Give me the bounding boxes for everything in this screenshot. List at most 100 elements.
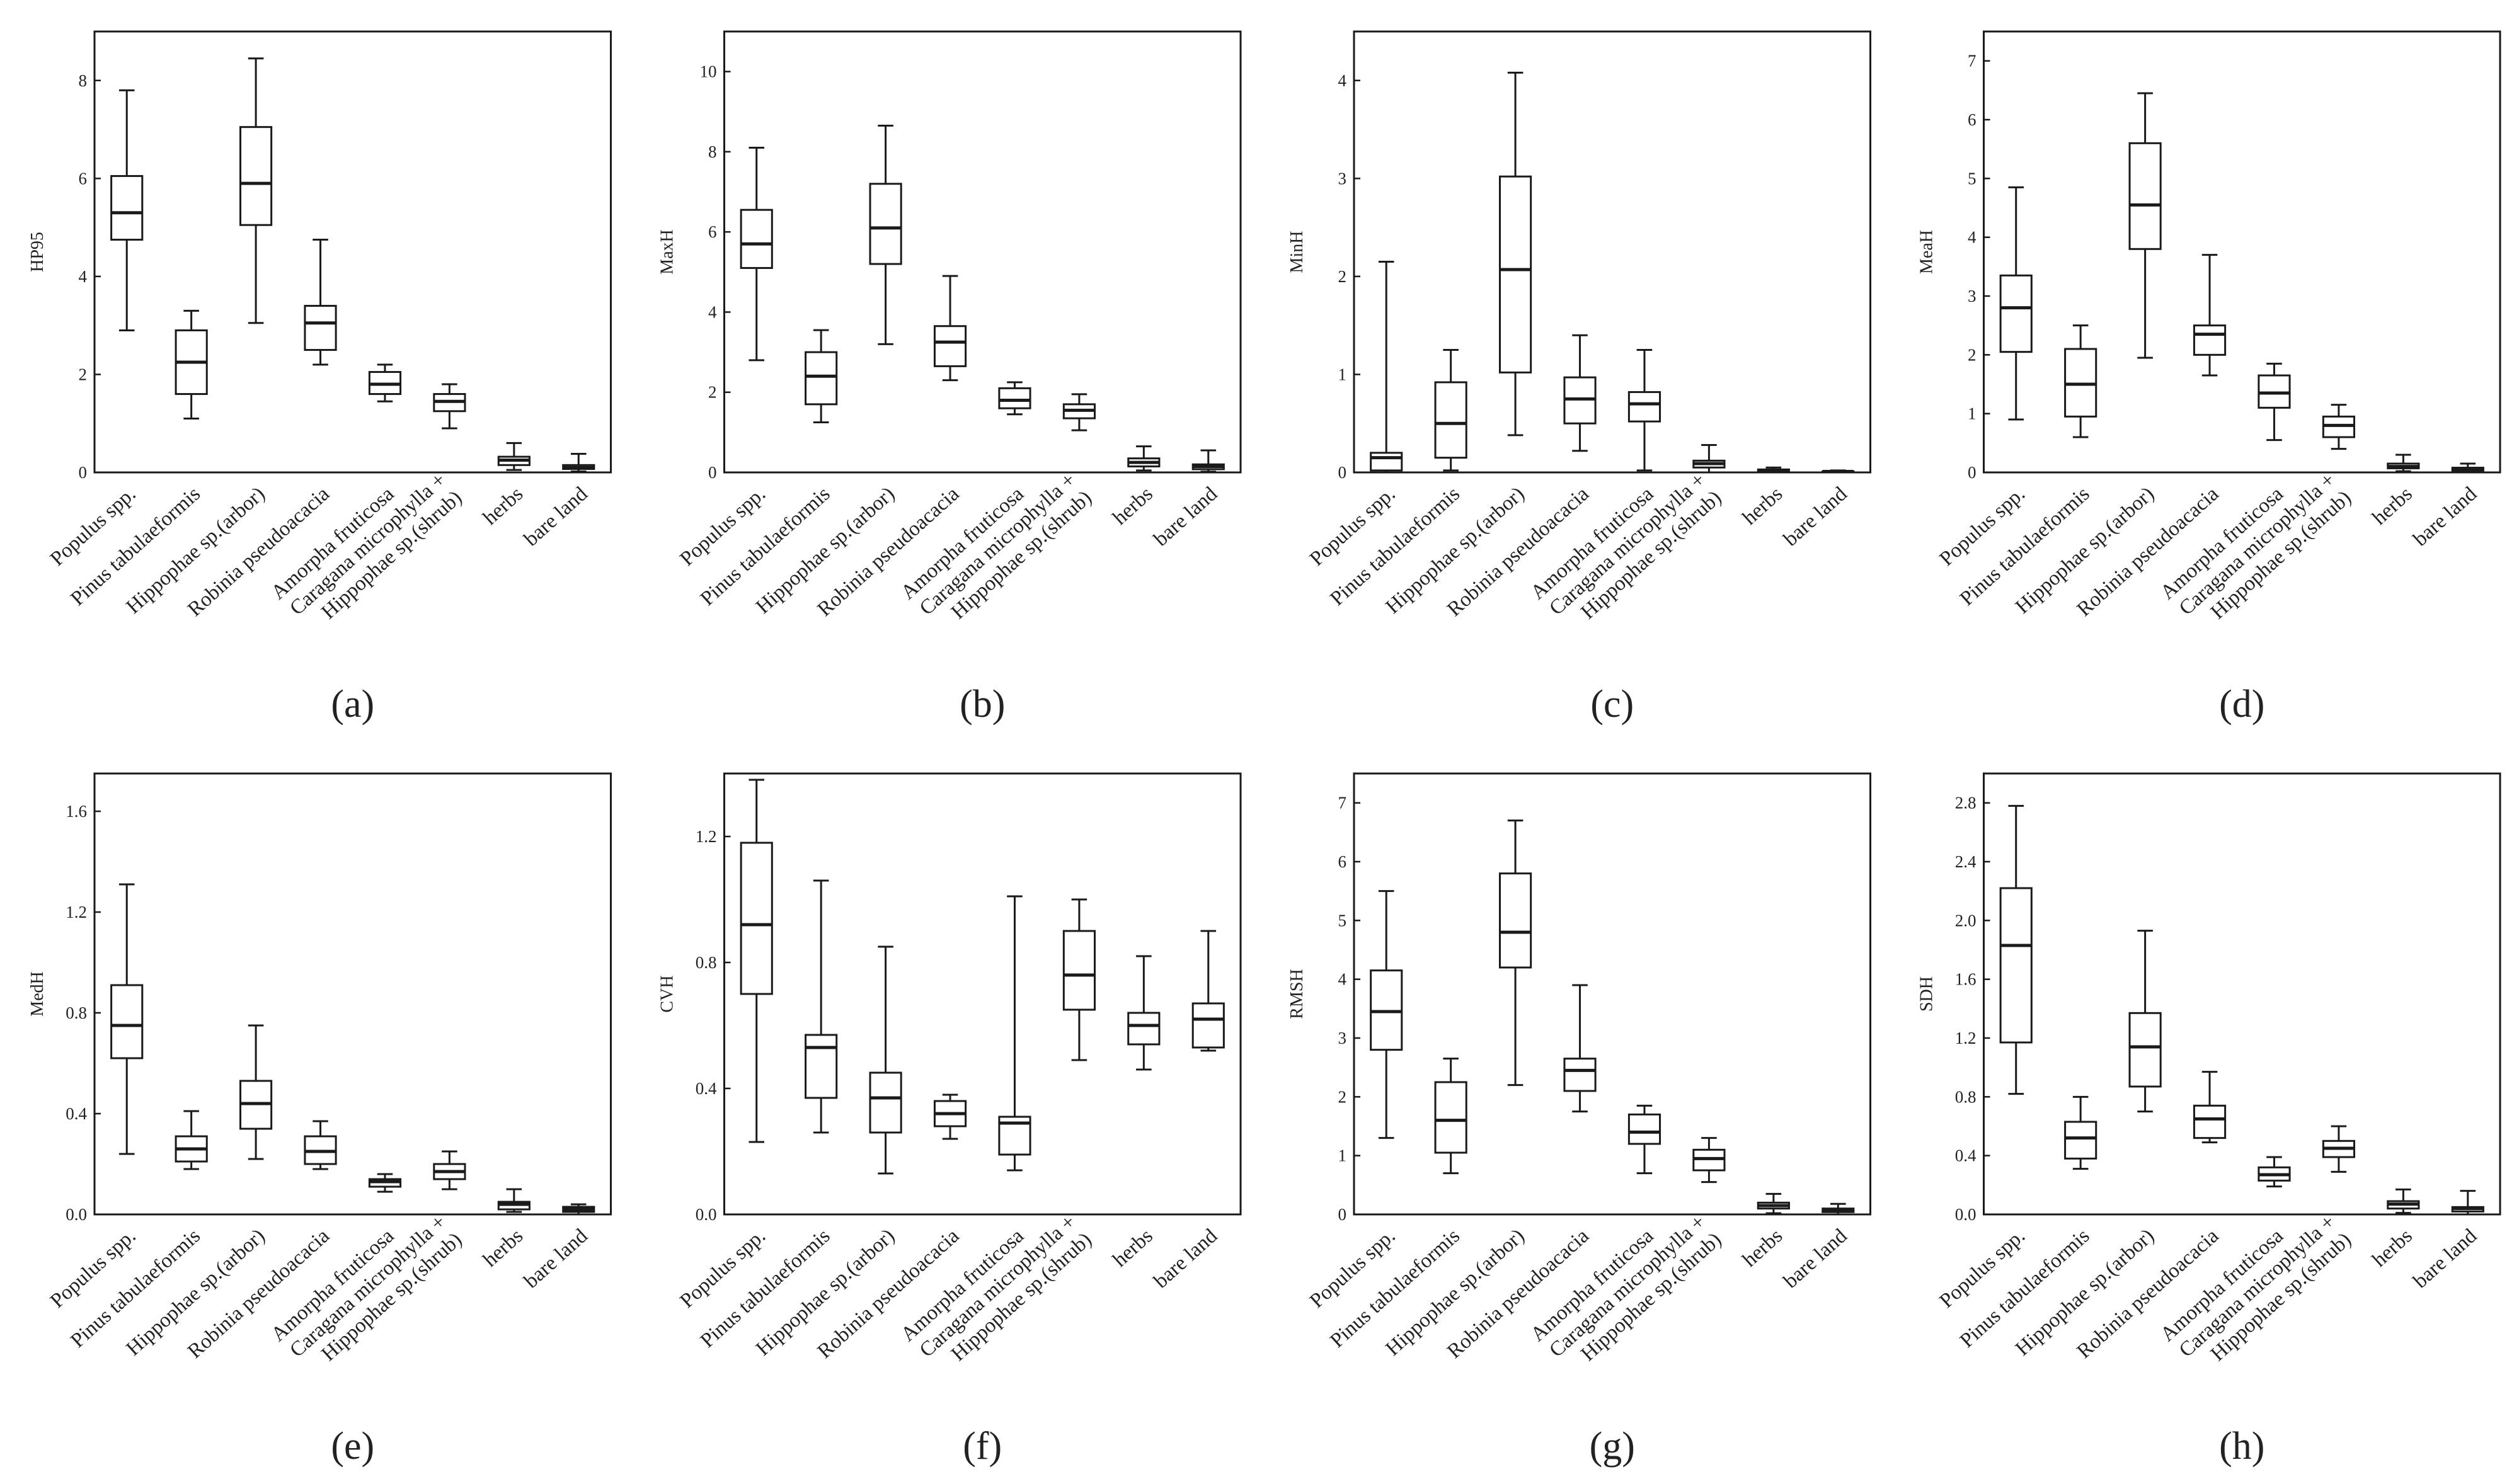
panel-g-ytick-label: 2 — [1338, 1087, 1347, 1106]
panel-g-box — [1822, 1202, 1855, 1216]
panel-h-label: (h) — [2219, 1425, 2264, 1468]
panel-c-plot-frame — [1353, 30, 1871, 474]
category-label-line: herbs — [2368, 482, 2417, 530]
iqr-box — [110, 984, 144, 1059]
iqr-box — [1499, 175, 1532, 374]
panel-c-ytick-label: 2 — [1338, 267, 1347, 286]
panel-c-box — [1434, 349, 1467, 472]
category-label-line: bare land — [1779, 1224, 1852, 1293]
panel-a-ytick-label: 6 — [79, 169, 88, 188]
panel-b-category-label: herbs — [1109, 482, 1157, 530]
iqr-box — [869, 1071, 902, 1134]
panel-f-box — [998, 895, 1031, 1172]
panel-a-category-label: bare land — [520, 482, 592, 551]
panel-h-box — [1999, 804, 2033, 1095]
panel-f-box — [805, 879, 838, 1134]
panel-h-ytick-label: 1.6 — [1955, 970, 1977, 989]
panel-h-box — [2064, 1095, 2097, 1170]
category-label-line: bare land — [520, 482, 592, 551]
panel-e-ytick-label: 1.2 — [66, 903, 87, 922]
panel-g-ytick-label: 5 — [1338, 911, 1347, 930]
panel-g-box — [1692, 1137, 1726, 1184]
panel-f-ytick-label: 0.4 — [696, 1079, 717, 1098]
panel-e-box — [368, 1173, 402, 1193]
panel-f-ytick-label: 1.2 — [696, 827, 717, 846]
category-label-line: herbs — [1738, 482, 1787, 530]
panel-h-box — [2322, 1125, 2355, 1173]
panel-e-ytick-label: 1.6 — [66, 802, 87, 821]
panel-a-box — [368, 363, 402, 402]
panel-h-box — [2128, 930, 2162, 1113]
panel-f-ylabel: CVH — [658, 975, 677, 1012]
panel-g-ytick-label: 7 — [1338, 794, 1347, 813]
panel-b-ytick-label: 6 — [708, 222, 717, 241]
iqr-box — [1499, 872, 1532, 969]
panel-d-box — [1999, 186, 2033, 421]
panel-d-category-label: bare land — [2409, 482, 2482, 551]
panel-d-ytick-label: 7 — [1968, 52, 1977, 71]
category-label-line: herbs — [1109, 482, 1157, 530]
panel-g-box — [1499, 819, 1532, 1087]
category-label-line: bare land — [520, 1224, 592, 1293]
panel-a-ytick-label: 4 — [79, 267, 88, 286]
panel-f-category-label: bare land — [1150, 1224, 1222, 1293]
panel-d-box — [2064, 324, 2097, 438]
iqr-box — [2193, 1104, 2227, 1139]
panel-d-box — [2387, 454, 2420, 472]
iqr-box — [1127, 1012, 1161, 1046]
panel-d-box — [2128, 92, 2162, 359]
panel-e-box — [433, 1150, 466, 1190]
iqr-box — [998, 1116, 1031, 1156]
panel-b-box — [998, 381, 1031, 416]
panel-g-category-label: herbs — [1738, 1224, 1787, 1272]
panel-d-ytick-label: 2 — [1968, 345, 1977, 364]
panel-g-box — [1563, 984, 1597, 1113]
panel-c-ytick-label: 4 — [1338, 71, 1347, 90]
panel-g-label: (g) — [1590, 1425, 1635, 1468]
category-label-line: bare land — [1150, 482, 1222, 551]
panel-h-category-label: herbs — [2368, 1224, 2417, 1272]
panel-b-box — [740, 147, 773, 362]
iqr-box — [805, 351, 838, 406]
panel-d-ylabel: MeaH — [1917, 230, 1937, 274]
panel-b-box — [1062, 393, 1096, 431]
panel-h-ylabel: SDH — [1917, 976, 1937, 1012]
panel-h-box — [2387, 1188, 2420, 1214]
panel-f-box — [933, 1093, 967, 1140]
category-label-line: bare land — [2409, 1224, 2482, 1293]
panel-g-ylabel: RMSH — [1287, 969, 1307, 1019]
iqr-box — [933, 325, 967, 367]
panel-a-box — [239, 57, 273, 324]
panel-e-ytick-label: 0.0 — [66, 1205, 87, 1224]
panel-h-box — [2193, 1071, 2227, 1144]
iqr-box — [1999, 887, 2033, 1044]
panel-f-box — [740, 779, 773, 1143]
panel-d-category-label: herbs — [2368, 482, 2417, 530]
panel-c-box — [1822, 469, 1855, 474]
panel-e-box — [304, 1120, 337, 1170]
panel-c-category-label: bare land — [1779, 482, 1852, 551]
iqr-box — [869, 183, 902, 265]
panel-h-ytick-label: 2.4 — [1955, 852, 1977, 871]
panel-a-box — [497, 442, 531, 471]
panel-b-box — [1127, 445, 1161, 472]
panel-a-box — [110, 89, 144, 331]
panel-g-ytick-label: 1 — [1338, 1146, 1347, 1165]
panel-b-box — [933, 275, 967, 382]
panel-a-ytick-label: 0 — [79, 463, 88, 482]
panel-h-ytick-label: 0.0 — [1955, 1205, 1977, 1224]
panel-c-ylabel: MinH — [1287, 231, 1307, 273]
panel-g-box — [1627, 1104, 1661, 1175]
panel-f-box — [1062, 898, 1096, 1061]
panel-h-box — [2451, 1190, 2484, 1216]
panel-c-box — [1692, 443, 1726, 474]
panel-b-label: (b) — [960, 683, 1005, 726]
panel-c-label: (c) — [1590, 683, 1634, 726]
panel-e-ytick-label: 0.4 — [66, 1104, 87, 1123]
panel-h-category-label: bare land — [2409, 1224, 2482, 1293]
panel-h-ytick-label: 0.8 — [1955, 1087, 1977, 1106]
